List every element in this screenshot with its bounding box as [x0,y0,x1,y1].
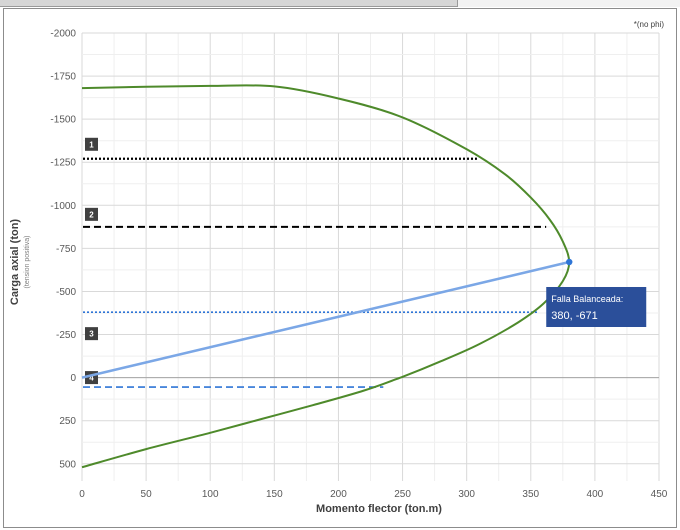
chart-frame: -2000 -1750 -1500 -1250 -1000 -750 -500 -250 0 25… [3,8,677,528]
balanced-point [566,258,573,266]
balanced-failure-line [81,260,570,379]
marker-box-1 [85,137,98,151]
window-tab [0,0,458,7]
y-tick-label: -2000 [50,29,76,40]
x-tick-label: 250 [394,489,411,500]
marker-label-3: 3 [89,330,94,339]
x-tick-label: 100 [202,489,219,500]
y-tick-label: -1750 [50,72,76,83]
x-tick-label: 400 [587,489,604,500]
x-tick-label: 350 [522,489,539,500]
y-tick-label: 250 [59,416,76,427]
interaction-curve [81,84,571,469]
y-tick-label: -1500 [50,115,76,126]
y-tick-label: 0 [70,373,76,384]
x-tick-label: 50 [141,489,153,500]
x-tick-label: 200 [330,489,347,500]
y-tick-label: -500 [56,287,76,298]
reference-lines: 1 2 3 4 [83,137,547,388]
balanced-label-value: 380, -671 [551,310,597,322]
x-tick-label: 450 [651,489,668,500]
annotations: Falla Balanceada: 380, -671 [546,286,647,327]
marker-box-2 [85,207,98,221]
y-tick-label: -1250 [50,158,76,169]
x-tick-label: 300 [458,489,475,500]
x-tick-label: 150 [266,489,283,500]
x-tick-label: 0 [79,489,85,500]
y-tick-label: -250 [56,330,76,341]
y-tick-label: -750 [56,244,76,255]
y-tick-label: -1000 [50,201,76,212]
balanced-label-title: Falla Balanceada: [551,294,623,304]
x-axis-title: Momento flector (ton.m) [316,503,442,515]
marker-label-4: 4 [89,374,94,383]
y-axis-title: Carga axial (ton) [9,219,21,306]
marker-label-1: 1 [89,140,94,149]
series [81,84,573,469]
x-tick-labels: 0 50 100 150 200 250 300 350 400 450 [79,489,668,500]
marker-box-3 [85,327,98,341]
marker-label-2: 2 [89,210,94,219]
grid [81,32,660,481]
balanced-label-box [546,286,647,327]
y-axis-subtitle: (tension positiva) [24,236,31,289]
y-tick-label: 500 [59,459,76,470]
interaction-diagram-chart: -2000-1750-1500-1250-1000-750-500-250025… [9,20,668,515]
y-tick-labels: -2000 -1750 -1500 -1250 -1000 -750 -500 -250 0 25… [50,29,76,471]
no-phi-note: *(no phi) [634,20,665,29]
